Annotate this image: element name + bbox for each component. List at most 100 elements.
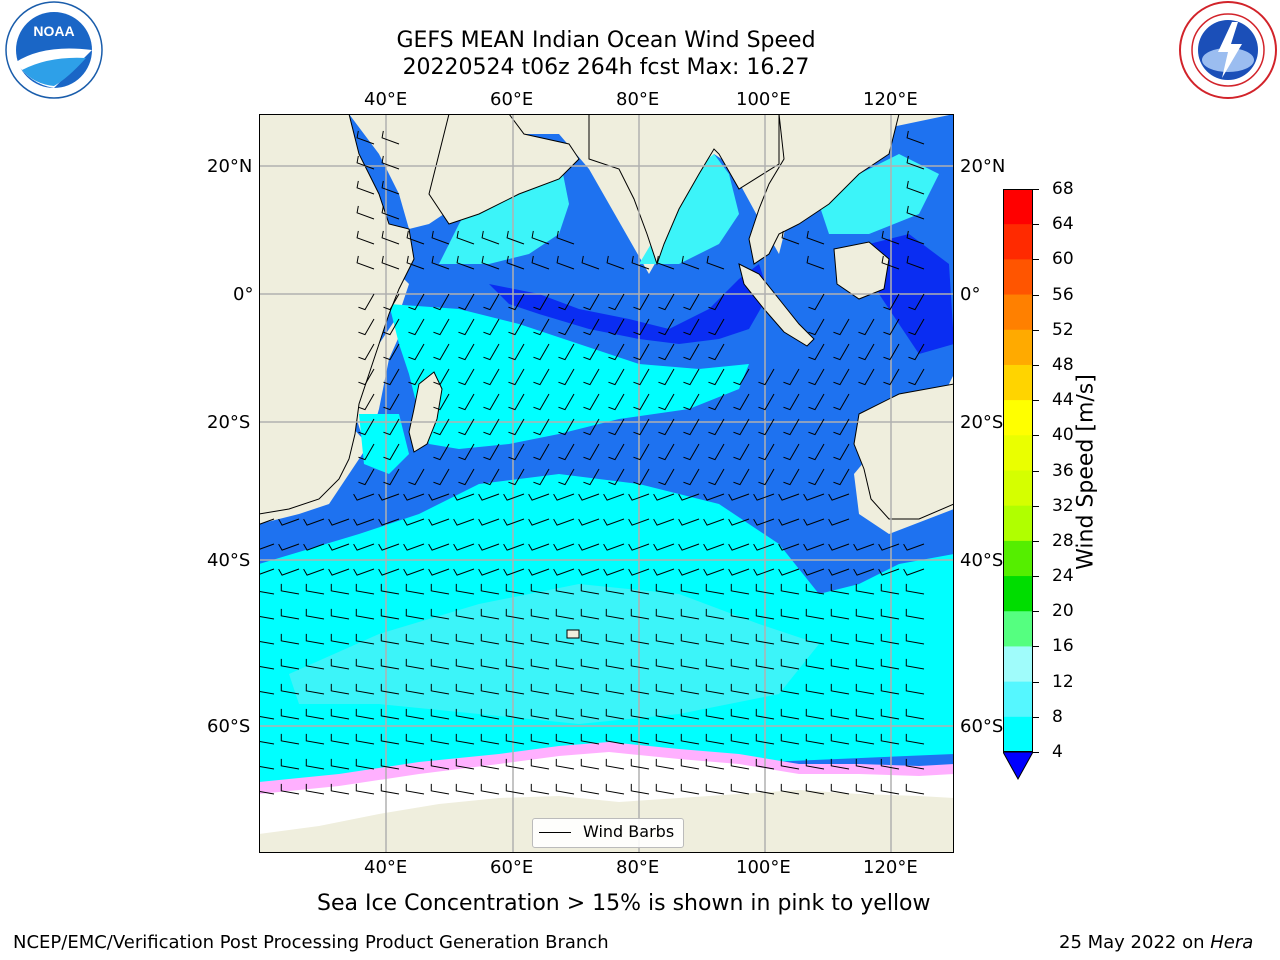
wind-barb	[705, 733, 725, 745]
lat-tick-right-60s: 60°S	[960, 716, 1004, 737]
colorbar-tick-label: 28	[1052, 530, 1074, 551]
colorbar-tick-mark	[1033, 400, 1039, 402]
map-plot-area	[259, 114, 954, 853]
wind-barb	[708, 318, 725, 336]
wind-barb	[908, 343, 925, 361]
wind-barb	[378, 493, 400, 501]
wind-barb	[259, 590, 275, 595]
wind-barb	[453, 543, 475, 551]
wind-barb	[380, 733, 400, 745]
wind-barb	[330, 708, 350, 720]
wind-barb	[555, 783, 575, 795]
wind-barb	[728, 518, 750, 526]
wind-barb	[505, 583, 525, 595]
wind-barb	[505, 708, 525, 720]
wind-barb	[330, 583, 350, 595]
wind-barb	[580, 708, 600, 720]
colorbar-tick-mark	[1033, 576, 1039, 578]
wind-barb	[383, 368, 400, 386]
wind-barb	[755, 783, 775, 795]
wind-barb	[828, 543, 850, 551]
wind-barb	[778, 568, 800, 576]
wind-barb	[683, 443, 700, 461]
australia-land	[853, 383, 954, 520]
wind-barb	[280, 683, 300, 695]
wind-barb	[758, 468, 775, 486]
wind-barb	[458, 418, 475, 436]
colorbar-tick-label: 68	[1052, 179, 1074, 199]
wind-barb	[755, 708, 775, 720]
wind-barb	[683, 293, 700, 311]
wind-barb	[328, 568, 350, 576]
wind-barb	[580, 733, 600, 745]
wind-barb	[356, 155, 375, 170]
wind-barb	[655, 683, 675, 695]
wind-barb	[655, 733, 675, 745]
wind-barb	[330, 633, 350, 645]
wind-barb	[655, 633, 675, 645]
wind-barb	[683, 318, 700, 336]
wind-barb	[259, 518, 275, 525]
wind-barb	[458, 443, 475, 461]
wind-barb	[480, 608, 500, 620]
colorbar-tick-label: 56	[1052, 284, 1074, 305]
wind-barb	[830, 658, 850, 670]
wind-barb	[380, 583, 400, 595]
wind-barb	[358, 418, 375, 436]
colorbar-tick-label: 4	[1052, 742, 1063, 762]
wind-barb	[906, 230, 925, 245]
wind-barb	[653, 518, 675, 526]
wind-barb	[480, 758, 500, 770]
wind-barb	[405, 633, 425, 645]
wind-barb	[783, 443, 800, 461]
wind-barb	[433, 368, 450, 386]
wind-barb	[558, 318, 575, 336]
wind-barb	[455, 583, 475, 595]
wind-barb	[278, 568, 300, 576]
wind-barb	[506, 255, 525, 270]
wind-barb	[380, 658, 400, 670]
wind-barb	[653, 493, 675, 501]
svg-text:NOAA: NOAA	[33, 23, 74, 39]
wind-barb	[558, 293, 575, 311]
wind-barb	[353, 543, 375, 551]
wind-barb	[430, 658, 450, 670]
wind-barb	[658, 343, 675, 361]
chart-subtitle: 20220524 t06z 264h fcst Max: 16.27	[402, 55, 810, 80]
wind-barb	[905, 758, 925, 770]
wind-barb	[755, 683, 775, 695]
wind-barb	[430, 733, 450, 745]
wind-barb	[630, 633, 650, 645]
wind-barb	[530, 658, 550, 670]
wind-barb	[330, 608, 350, 620]
wind-barb	[305, 783, 325, 795]
lat-tick-left-20n: 20°N	[207, 156, 253, 177]
wind-barb	[880, 733, 900, 745]
wind-barb	[280, 583, 300, 595]
wind-barb	[705, 658, 725, 670]
colorbar-segment	[1003, 400, 1033, 436]
wind-barb	[558, 443, 575, 461]
colorbar-svg	[1002, 189, 1034, 781]
wind-barb	[280, 708, 300, 720]
colorbar-border	[1003, 189, 1033, 752]
wind-barb	[853, 543, 875, 551]
wind-barb	[381, 130, 400, 145]
wind-barb	[380, 708, 400, 720]
wind-barb	[353, 568, 375, 576]
wind-barb	[458, 368, 475, 386]
wind-barb	[383, 343, 400, 361]
wind-barb	[630, 683, 650, 695]
wind-barb	[833, 393, 850, 411]
wind-barb	[580, 683, 600, 695]
wind-barb	[808, 468, 825, 486]
wind-barb	[483, 393, 500, 411]
colorbar-tick-label: 64	[1052, 214, 1074, 235]
wind-barb	[655, 583, 675, 595]
wind-barb	[808, 293, 825, 311]
wind-barb	[630, 758, 650, 770]
wind-barb	[330, 758, 350, 770]
wind-barb	[580, 608, 600, 620]
wind-barb	[830, 783, 850, 795]
wind-barb	[828, 568, 850, 576]
